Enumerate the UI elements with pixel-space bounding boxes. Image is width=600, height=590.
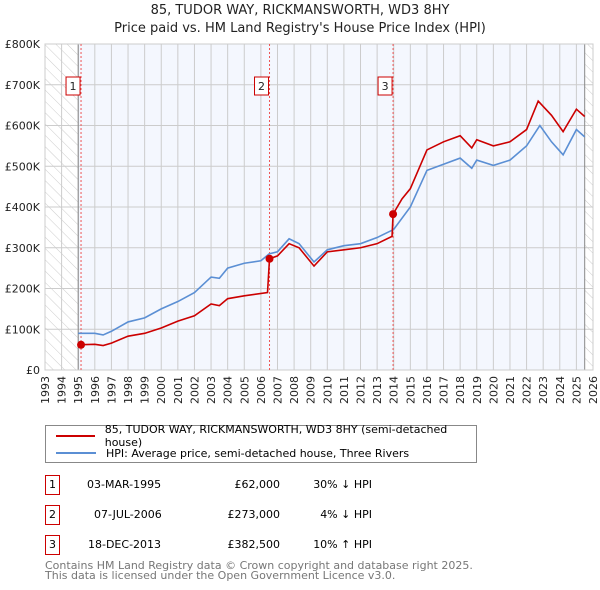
price-chart: 1993 1994 1995 1996 1997 1998 1999 2000 2001 2002… (5, 38, 600, 404)
x-tick-label: 2003 (205, 376, 218, 404)
x-tick-label: 2019 (471, 376, 484, 404)
blue-line-swatch (56, 452, 96, 454)
x-tick-label: 2001 (172, 376, 185, 404)
sale-hpi: 4% ↓ HPI (320, 508, 372, 521)
x-tick-label: 2004 (222, 376, 235, 404)
sale-label-box (65, 76, 81, 96)
y-tick-label: £700K (5, 79, 41, 92)
x-tick-label: 1994 (56, 376, 69, 404)
hpi-line (78, 124, 586, 336)
x-tick-label: 1999 (139, 376, 152, 404)
x-tick-label: 1998 (122, 376, 135, 404)
x-tick-label: 2009 (305, 376, 318, 404)
x-tick-label: 2007 (271, 376, 284, 404)
sale-date: 18-DEC-2013 (88, 538, 162, 551)
legend-label: 85, TUDOR WAY, RICKMANSWORTH, WD3 8HY (s… (104, 423, 448, 449)
sale-label: 3 (382, 80, 389, 93)
sale-label-box (377, 76, 393, 96)
x-tick-label: 2005 (238, 376, 251, 404)
x-tick-label: 2011 (338, 376, 351, 404)
sale-badge: 3 (45, 535, 60, 555)
footer: Contains HM Land Registry data © Crown c… (45, 559, 473, 582)
sale-point (265, 254, 274, 263)
property-price-line (81, 99, 586, 347)
sale-price: £382,500 (227, 538, 281, 551)
y-tick-label: £100K (5, 323, 41, 336)
y-tick-label: £300K (5, 242, 41, 255)
sale-label: 2 (258, 80, 265, 93)
footer-line: Contains HM Land Registry data © Crown c… (45, 559, 473, 572)
sale-date: 03-MAR-1995 (87, 478, 162, 491)
sale-label-box (254, 76, 270, 96)
x-tick-label: 1995 (72, 376, 85, 404)
sale-row: 1 03-MAR-1995 £62,000 30% ↓ HPI (45, 475, 445, 495)
sale-hpi: 30% ↓ HPI (313, 478, 372, 491)
x-tick-label: 2022 (521, 376, 534, 404)
legend-item-property: 85, TUDOR WAY, RICKMANSWORTH, WD3 8HY (s… (56, 423, 476, 449)
sale-point (389, 210, 398, 219)
x-tick-label: 2002 (188, 376, 201, 404)
sale-row: 2 07-JUL-2006 £273,000 4% ↓ HPI (45, 505, 445, 525)
x-tick-label: 2013 (371, 376, 384, 404)
x-tick-label: 2000 (155, 376, 168, 404)
x-tick-label: 2014 (388, 376, 401, 404)
x-tick-label: 2018 (454, 376, 467, 404)
x-tick-label: 2021 (504, 376, 517, 404)
sale-price: £273,000 (227, 508, 281, 521)
plot-border (44, 43, 594, 371)
y-tick-label: £200K (5, 283, 41, 296)
x-tick-label: 2025 (570, 376, 583, 404)
chart-title: 85, TUDOR WAY, RICKMANSWORTH, WD3 8HY Pr… (0, 2, 600, 38)
x-tick-label: 2026 (587, 376, 600, 404)
y-tick-label: £500K (5, 160, 41, 173)
sale-badge: 1 (45, 475, 60, 495)
sale-badge: 2 (45, 505, 60, 525)
red-line-swatch (56, 435, 95, 437)
y-tick-label: £800K (5, 38, 41, 51)
x-tick-label: 2024 (554, 376, 567, 404)
y-tick-label: £0 (26, 364, 40, 377)
sale-hpi: 10% ↑ HPI (313, 538, 372, 551)
footer-line: This data is licensed under the Open Gov… (45, 569, 396, 582)
sale-row: 3 18-DEC-2013 £382,500 10% ↑ HPI (45, 535, 445, 555)
sale-price: £62,000 (234, 478, 281, 491)
legend-item-hpi: HPI: Average price, semi-detached house,… (56, 445, 409, 461)
x-tick-label: 1997 (105, 376, 118, 404)
x-tick-label: 2023 (537, 376, 550, 404)
x-tick-label: 2010 (321, 376, 334, 404)
x-tick-label: 2008 (288, 376, 301, 404)
x-tick-label: 2012 (355, 376, 368, 404)
legend: 85, TUDOR WAY, RICKMANSWORTH, WD3 8HY (s… (45, 423, 477, 463)
legend-label: HPI: Average price, semi-detached house,… (106, 446, 410, 460)
sale-point (77, 340, 86, 349)
x-tick-label: 2016 (421, 376, 434, 404)
x-tick-label: 2017 (438, 376, 451, 404)
sale-date: 07-JUL-2006 (94, 508, 162, 521)
subtitle-line: Price paid vs. HM Land Registry's House … (114, 21, 486, 36)
x-tick-label: 1996 (89, 376, 102, 404)
y-tick-label: £600K (5, 120, 41, 133)
y-tick-label: £400K (5, 201, 41, 214)
x-tick-label: 2006 (255, 376, 268, 404)
x-tick-label: 1993 (39, 376, 52, 404)
x-tick-label: 2020 (487, 376, 500, 404)
x-tick-label: 2015 (404, 376, 417, 404)
sale-label: 1 (70, 80, 77, 93)
title-line: 85, TUDOR WAY, RICKMANSWORTH, WD3 8HY (150, 3, 450, 18)
